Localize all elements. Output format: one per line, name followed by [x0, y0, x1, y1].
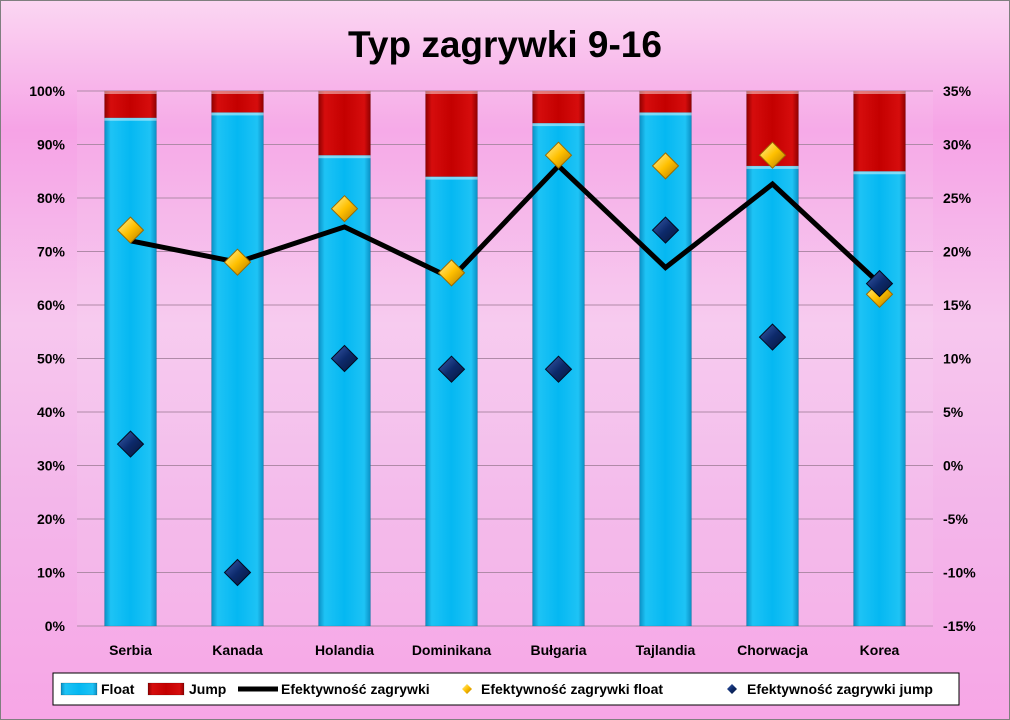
x-category-label: Dominikana — [412, 642, 492, 658]
bar-bevel — [639, 91, 692, 94]
y-left-tick-label: 100% — [29, 83, 65, 99]
axis-layer: 0% 10% 20% 30% 40% 50% 60% 70% 80% 90% 100% -15% -10… — [29, 83, 976, 658]
bar-bevel — [211, 91, 264, 94]
legend-efektywnosc-float-label: Efektywność zagrywki float — [481, 681, 663, 697]
x-category-label: Serbia — [109, 642, 152, 658]
point-efektywnosc-jump — [651, 216, 680, 244]
y-left-tick-label: 80% — [37, 190, 66, 206]
point-efektywnosc-float — [330, 194, 359, 223]
bar-bevel — [425, 91, 478, 94]
y-right-tick-label: 5% — [943, 404, 964, 420]
point-efektywnosc-jump — [116, 430, 145, 458]
y-right-tick-label: -5% — [943, 511, 968, 527]
bar-bevel — [853, 171, 906, 175]
point-efektywnosc-float — [437, 259, 466, 287]
bar-jump — [853, 90, 906, 172]
bar-bevel — [532, 123, 585, 127]
bar-jump — [532, 90, 585, 124]
legend-efektywnosc-jump-swatch — [727, 684, 737, 694]
bar-bevel — [532, 91, 585, 94]
bar-jump — [639, 90, 692, 113]
legend-jump-label: Jump — [189, 681, 226, 697]
line-efektywnosc-zagrywki — [130, 162, 882, 286]
y-right-tick-label: -15% — [943, 618, 976, 634]
x-category-label: Chorwacja — [737, 642, 808, 658]
bar-float — [746, 165, 799, 627]
y-right-tick-label: 20% — [943, 244, 972, 260]
line-layer — [130, 162, 882, 286]
y-left-tick-label: 10% — [37, 565, 66, 581]
y-left-tick-label: 60% — [37, 297, 66, 313]
chart-title: Typ zagrywki 9-16 — [348, 24, 662, 65]
x-category-label: Kanada — [212, 642, 263, 658]
bar-jump — [104, 90, 157, 119]
legend-float-swatch — [60, 682, 98, 696]
point-efektywnosc-float — [223, 248, 252, 276]
y-right-tick-label: -10% — [943, 565, 976, 581]
bar-jump — [211, 90, 264, 113]
point-efektywnosc-jump — [223, 558, 252, 587]
y-left-tick-label: 20% — [37, 511, 66, 527]
legend-jump-swatch — [147, 682, 185, 696]
y-right-tick-label: 10% — [943, 351, 972, 367]
point-efektywnosc-float — [651, 152, 680, 180]
legend-efektywnosc-zagrywki-label: Efektywność zagrywki — [281, 681, 430, 697]
bar-jump — [425, 90, 478, 177]
y-left-tick-label: 0% — [45, 618, 66, 634]
bar-bevel — [639, 112, 692, 116]
y-right-tick-label: 30% — [943, 137, 972, 153]
y-left-tick-label: 70% — [37, 244, 66, 260]
bar-float — [853, 170, 906, 627]
point-efektywnosc-jump — [758, 323, 787, 351]
bar-jump — [318, 90, 371, 156]
y-right-tick-label: 15% — [943, 297, 972, 313]
x-category-label: Holandia — [315, 642, 374, 658]
bar-bevel — [425, 176, 478, 180]
point-efektywnosc-jump — [865, 269, 894, 298]
legend: Float Jump Efektywność zagrywki Efektywność… — [52, 672, 960, 706]
y-left-tick-label: 40% — [37, 404, 66, 420]
points-layer — [116, 141, 894, 587]
legend-box — [52, 672, 960, 706]
x-category-label: Korea — [860, 642, 900, 658]
point-efektywnosc-float — [544, 141, 573, 169]
y-right-tick-label: 25% — [943, 190, 972, 206]
bars-layer — [104, 90, 906, 627]
point-efektywnosc-jump — [330, 344, 359, 373]
bar-float — [425, 176, 478, 627]
bar-bevel — [211, 112, 264, 116]
x-category-label: Tajlandia — [636, 642, 696, 658]
point-efektywnosc-jump — [437, 355, 466, 383]
bar-float — [104, 117, 157, 627]
bar-bevel — [746, 91, 799, 94]
legend-efektywnosc-float-swatch — [462, 684, 472, 694]
legend-float-label: Float — [101, 681, 135, 697]
bar-bevel — [318, 91, 371, 94]
bar-float — [211, 112, 264, 627]
x-category-label: Bułgaria — [530, 642, 586, 658]
point-efektywnosc-jump — [544, 355, 573, 383]
y-left-tick-label: 30% — [37, 458, 66, 474]
bar-bevel — [853, 91, 906, 94]
legend-efektywnosc-jump-label: Efektywność zagrywki jump — [747, 681, 933, 697]
point-efektywnosc-float — [758, 141, 787, 169]
grid-layer — [77, 90, 933, 627]
bar-bevel — [104, 117, 157, 121]
y-right-tick-label: 0% — [943, 458, 964, 474]
point-efektywnosc-float — [116, 216, 145, 244]
y-right-tick-label: 35% — [943, 83, 972, 99]
y-left-tick-label: 90% — [37, 137, 66, 153]
y-left-tick-label: 50% — [37, 351, 66, 367]
bar-bevel — [104, 91, 157, 94]
bar-bevel — [318, 155, 371, 159]
bar-float — [639, 112, 692, 627]
